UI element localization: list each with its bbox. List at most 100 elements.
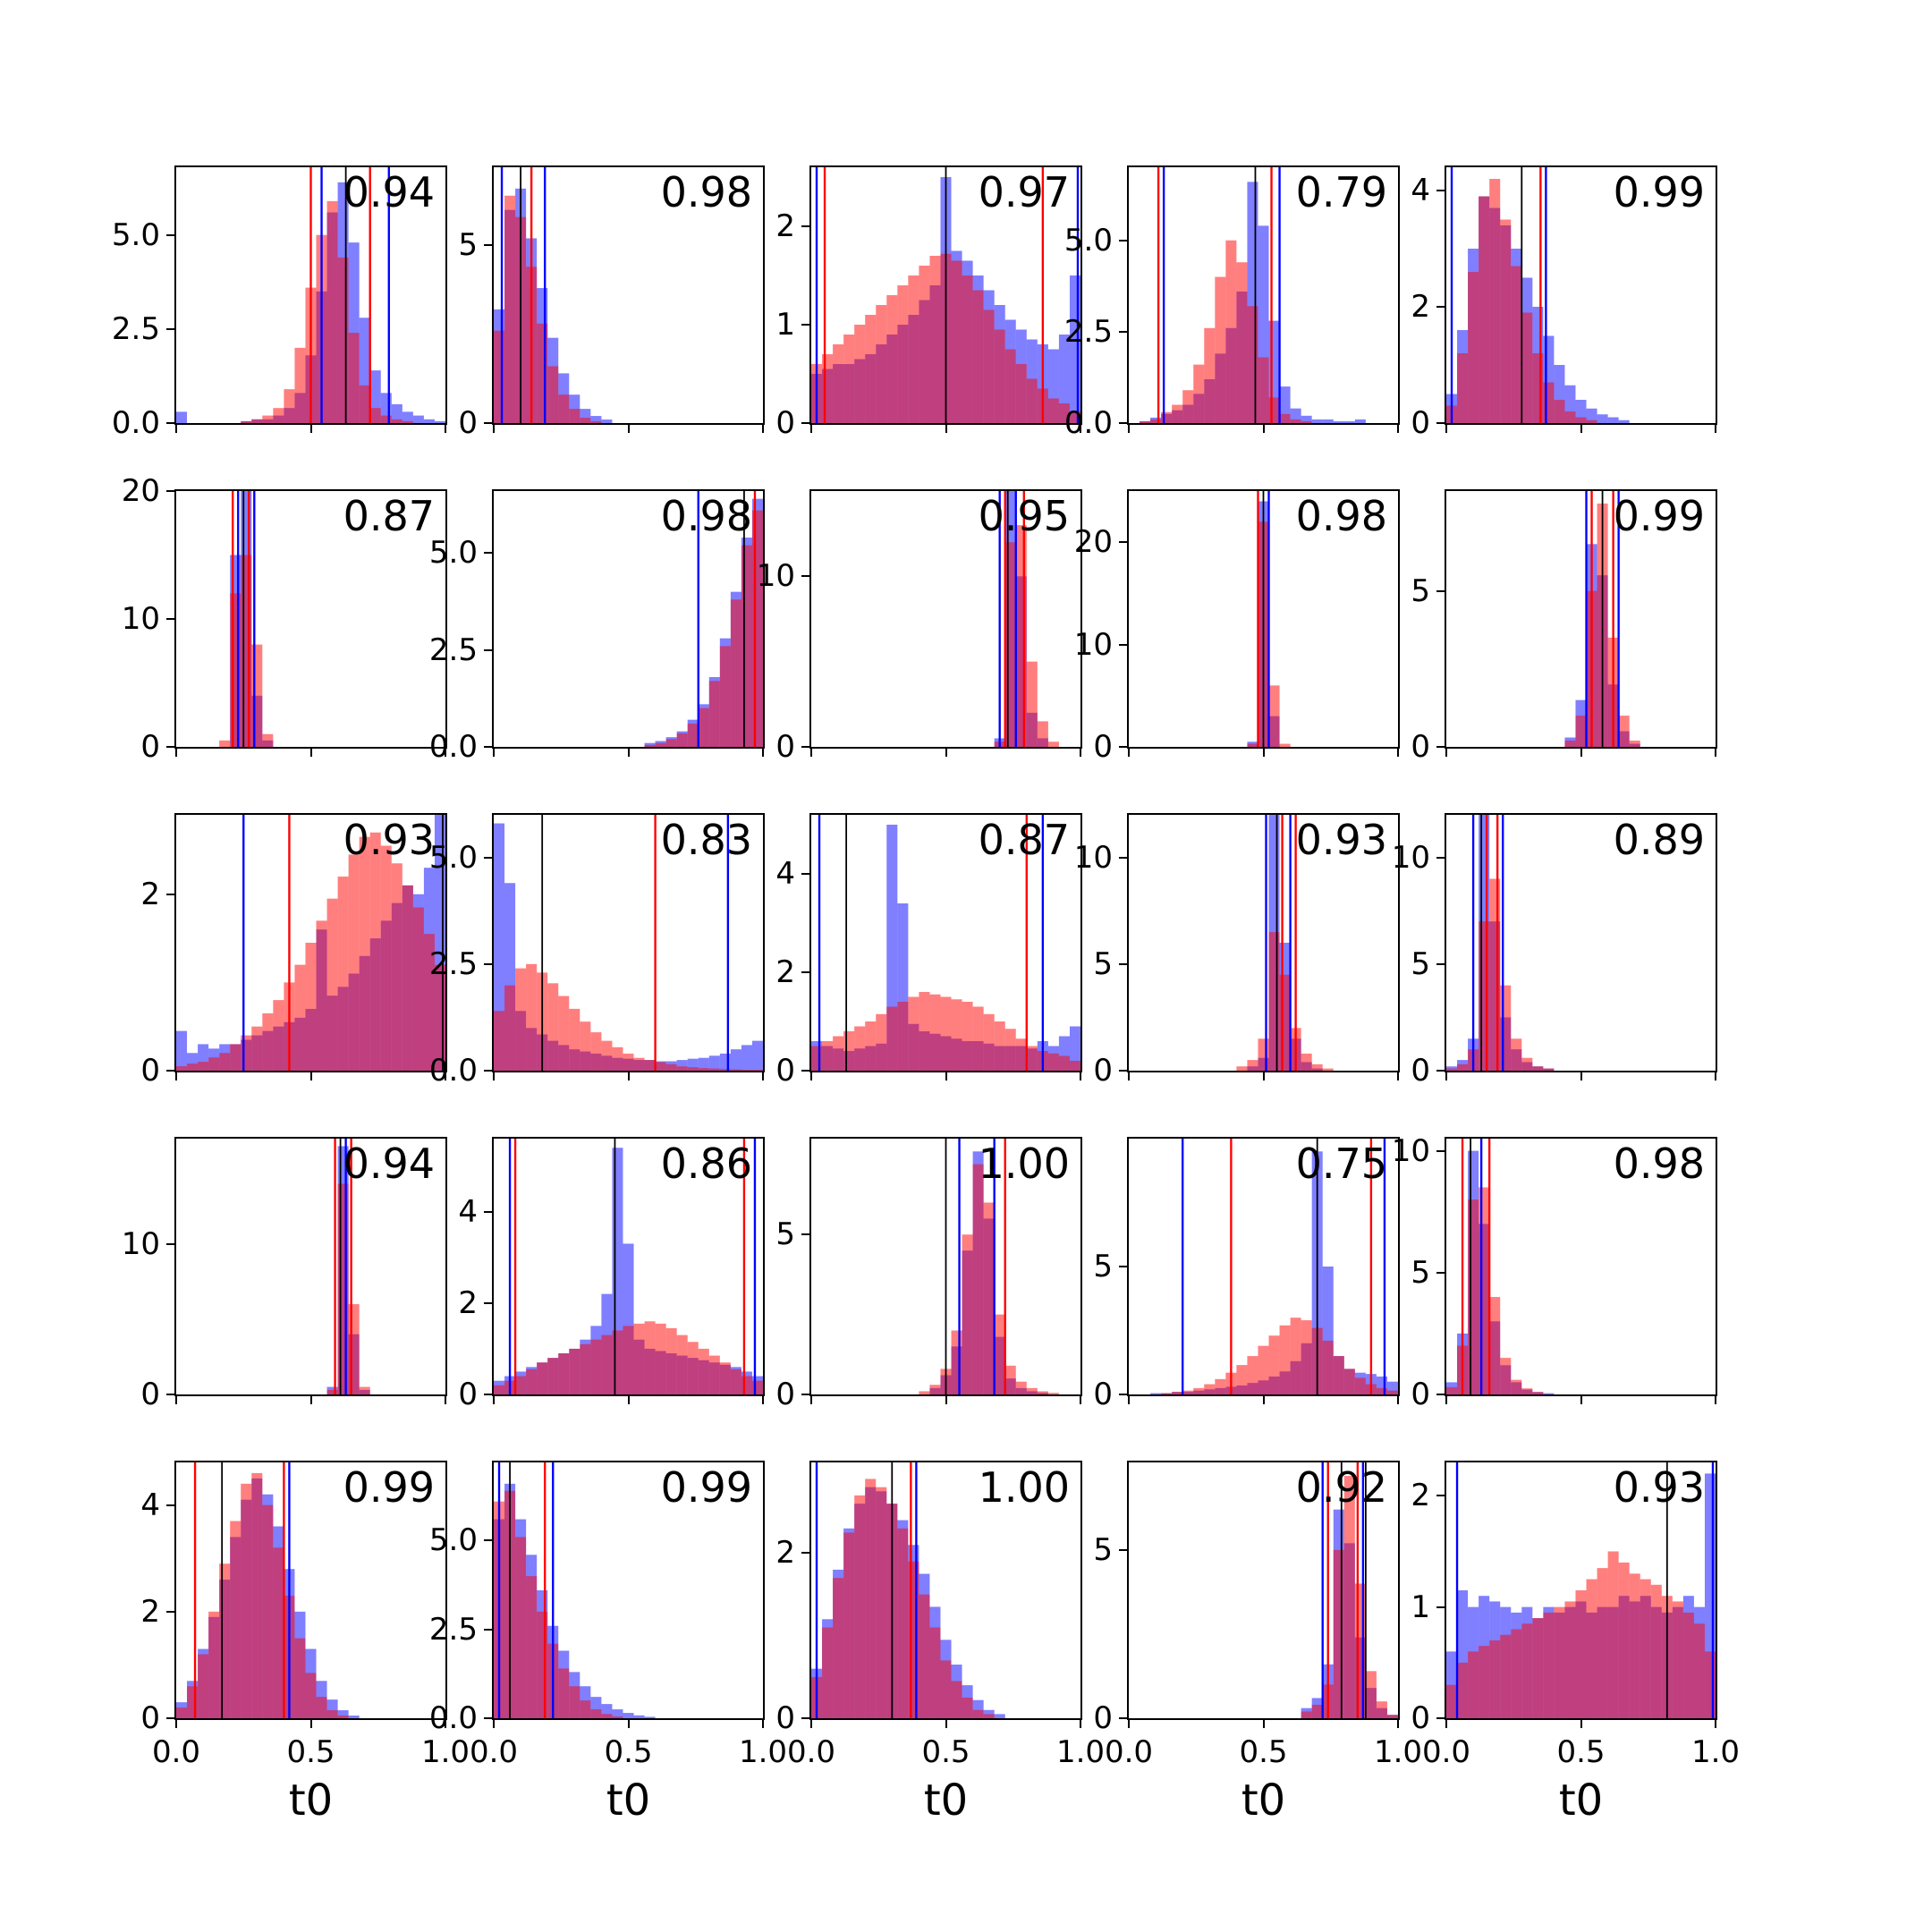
red-histogram-bar <box>1618 1562 1630 1718</box>
red-histogram-bar <box>1521 1623 1533 1718</box>
red-histogram-bar <box>1215 1378 1226 1394</box>
red-histogram-bar <box>1532 1618 1544 1718</box>
y-tick-label: 0 <box>775 729 795 765</box>
red-histogram-bar <box>580 418 591 423</box>
red-histogram-bar <box>1290 1318 1301 1394</box>
red-histogram-bar <box>1479 196 1490 423</box>
y-tick-label: 5.0 <box>428 1522 478 1559</box>
y-tick-mark <box>484 1070 494 1072</box>
red-histogram-bar <box>1354 1583 1366 1718</box>
red-histogram-bar <box>1575 417 1587 423</box>
x-tick-mark <box>445 1718 446 1728</box>
blue-histogram-bar <box>1311 419 1323 423</box>
blue-histogram-bar <box>494 823 505 1071</box>
red-histogram-bar <box>251 1472 263 1718</box>
red-histogram-bar <box>1386 1715 1398 1718</box>
blue-histogram-bar <box>1618 419 1630 423</box>
y-tick-label: 2.5 <box>428 631 478 668</box>
red-histogram-bar <box>1069 1061 1080 1071</box>
red-histogram-bar <box>1586 419 1597 423</box>
red-histogram-bar <box>558 394 570 423</box>
y-tick-mark <box>1119 330 1129 333</box>
y-tick-label: 2.5 <box>428 945 478 982</box>
x-tick-label: 0.5 <box>286 1734 335 1770</box>
x-tick-mark <box>627 423 630 433</box>
red-histogram-bar <box>1268 1335 1280 1394</box>
y-tick-label: 0 <box>775 1377 795 1412</box>
red-histogram-bar <box>1343 1476 1355 1718</box>
y-tick-mark <box>484 552 494 555</box>
red-histogram-bar <box>1247 1060 1258 1071</box>
x-tick-mark <box>1397 1718 1399 1728</box>
x-tick-mark <box>627 747 630 757</box>
blue-histogram-bar <box>337 1710 349 1718</box>
blue-histogram-bar <box>1069 1026 1080 1071</box>
red-histogram-bar <box>590 1709 602 1718</box>
x-tick-mark <box>1445 423 1447 433</box>
y-tick-mark <box>1119 1070 1129 1072</box>
x-axis-label: t0 <box>606 1775 651 1826</box>
red-histogram-bar <box>730 599 741 747</box>
subplot-r4c4: 0.75 0 5 <box>1093 1137 1400 1412</box>
x-tick-label: 0.5 <box>1239 1734 1288 1770</box>
histogram-plot-area <box>176 815 445 1071</box>
x-tick-label: 0.5 <box>1556 1734 1606 1770</box>
annotation-value: 0.87 <box>343 492 435 540</box>
x-tick-mark <box>1080 1394 1081 1404</box>
red-histogram-bar <box>569 1686 580 1718</box>
y-tick-label: 10 <box>756 558 795 595</box>
red-histogram-bar <box>316 1697 327 1718</box>
red-histogram-bar <box>940 996 952 1071</box>
red-histogram-bar <box>994 329 1005 423</box>
red-histogram-bar <box>219 740 231 747</box>
y-tick-label: 0.0 <box>428 1700 478 1736</box>
red-histogram-bar <box>1543 1068 1555 1071</box>
red-histogram-bar <box>929 1385 941 1394</box>
red-histogram-bar <box>230 1044 242 1071</box>
red-histogram-bar <box>623 1326 634 1394</box>
x-tick-mark <box>493 1071 495 1080</box>
red-histogram-bar <box>580 1343 591 1394</box>
red-histogram-bar <box>843 335 855 423</box>
blue-histogram-bar <box>434 420 445 423</box>
y-tick-mark <box>1436 1149 1446 1152</box>
red-histogram-bar <box>1564 411 1576 423</box>
x-tick-mark <box>1580 1071 1582 1080</box>
y-tick-mark <box>1119 239 1129 242</box>
histogram-plot-area <box>494 167 613 423</box>
y-tick-mark <box>801 971 811 973</box>
blue-histogram-bar <box>176 411 188 423</box>
histogram-plot-area <box>1446 1139 1555 1394</box>
red-histogram-bar <box>951 1330 962 1394</box>
y-tick-mark <box>801 225 811 227</box>
x-tick-label: 1.0 <box>1690 1734 1741 1770</box>
red-histogram-bar <box>337 1716 349 1718</box>
x-tick-mark <box>1397 747 1399 757</box>
red-histogram-bar <box>1672 1601 1683 1718</box>
blue-histogram-bar <box>1607 417 1619 423</box>
blue-histogram-bar <box>698 1057 709 1071</box>
y-tick-mark <box>801 873 811 875</box>
red-histogram-bar <box>1058 402 1070 423</box>
subplot-r3c5: 0.89 0 5 10 <box>1392 813 1717 1089</box>
red-histogram-bar <box>1193 1387 1205 1394</box>
red-histogram-bar <box>547 366 559 423</box>
red-histogram-bar <box>983 309 995 423</box>
blue-histogram-bar <box>623 1713 634 1718</box>
y-tick-mark <box>1436 1070 1446 1072</box>
red-histogram-bar <box>644 744 656 747</box>
red-histogram-bar <box>1301 1711 1312 1718</box>
blue-histogram-bar <box>719 1053 731 1071</box>
red-histogram-bar <box>865 1479 877 1718</box>
histogram-plot-area <box>219 491 274 747</box>
blue-histogram-bar <box>730 1049 741 1071</box>
x-tick-label: 1.0 <box>1373 1734 1423 1770</box>
red-histogram-bar <box>219 1563 231 1718</box>
red-histogram-bar <box>515 1537 527 1718</box>
red-histogram-bar <box>1479 921 1490 1071</box>
y-tick-label: 0 <box>775 1053 795 1089</box>
red-histogram-bar <box>1489 178 1501 423</box>
y-tick-mark <box>166 893 176 895</box>
red-histogram-bar <box>187 1686 199 1718</box>
red-histogram-bar <box>708 681 720 747</box>
